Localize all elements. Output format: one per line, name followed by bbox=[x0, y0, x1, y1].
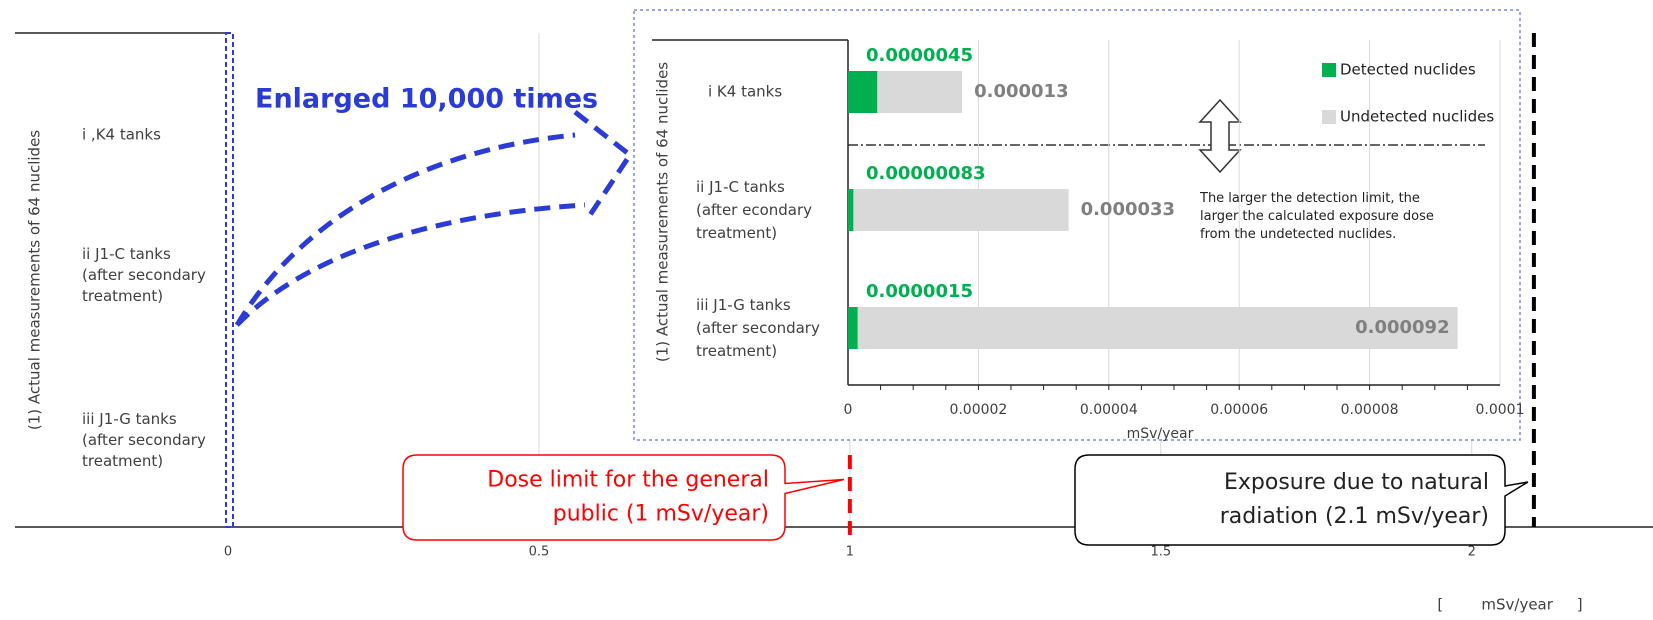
value-label: 0.000092 bbox=[1355, 317, 1450, 338]
category-label: ii J1-C tanks (after econdary treatment) bbox=[696, 178, 812, 242]
x-tick-label: 0 bbox=[224, 545, 232, 560]
x-tick-label: 0.5 bbox=[529, 545, 550, 560]
bar-segment bbox=[853, 189, 1069, 231]
x-tick-label: 1 bbox=[846, 545, 854, 560]
value-label: 0.00000083 bbox=[866, 163, 986, 184]
annotation: The larger the detection limit, the larg… bbox=[1199, 191, 1438, 242]
enlarge-arrow bbox=[234, 110, 634, 327]
x-tick-label: 0.00006 bbox=[1210, 402, 1268, 418]
bar-segment bbox=[848, 189, 854, 231]
double-arrow bbox=[1198, 98, 1242, 174]
value-label: 0.0000045 bbox=[866, 45, 973, 66]
category-label: i K4 tanks bbox=[708, 83, 782, 101]
callout bbox=[402, 454, 845, 541]
x-tick-label: 0.00008 bbox=[1341, 402, 1399, 418]
value-label: 0.000013 bbox=[974, 81, 1069, 102]
bar-segment bbox=[848, 71, 878, 113]
x-tick-label: 0 bbox=[844, 402, 853, 418]
annotation: Enlarged 10,000 times bbox=[255, 84, 598, 115]
enlarge-region bbox=[225, 32, 234, 528]
y-axis-label: (1) Actual measurements of 64 nuclides bbox=[654, 62, 672, 362]
bar-segment bbox=[848, 307, 858, 349]
x-tick-label: 0.00004 bbox=[1080, 402, 1138, 418]
x-tick-label: 2 bbox=[1468, 545, 1476, 560]
value-label: 0.000033 bbox=[1081, 199, 1176, 220]
bar-segment bbox=[877, 71, 963, 113]
x-axis-label: mSv/year bbox=[1127, 426, 1194, 442]
callout bbox=[1074, 454, 1529, 546]
category-label: ii J1-C tanks (after secondary treatment) bbox=[82, 245, 206, 305]
legend-swatch bbox=[1322, 63, 1336, 77]
category-label: iii J1-G tanks (after secondary treatment) bbox=[696, 296, 820, 360]
callout-label: Exposure due to natural radiation (2.1 mS… bbox=[1220, 470, 1489, 529]
x-tick-label: 1.5 bbox=[1150, 545, 1171, 560]
bar-segment bbox=[857, 307, 1458, 349]
x-tick-label: 0.00002 bbox=[949, 402, 1007, 418]
x-tick-label: 0.0001 bbox=[1476, 402, 1525, 418]
legend-swatch bbox=[1322, 110, 1336, 124]
value-label: 0.0000015 bbox=[866, 281, 973, 302]
inset-frame bbox=[633, 9, 1521, 441]
category-label: iii J1-G tanks (after secondary treatment) bbox=[82, 410, 206, 470]
legend-label: Detected nuclides bbox=[1340, 61, 1476, 79]
legend-label: Undetected nuclides bbox=[1340, 108, 1494, 126]
x-axis-label: [ mSv/year ] bbox=[1437, 596, 1582, 614]
callout-label: Dose limit for the general public (1 mSv/… bbox=[487, 468, 769, 527]
y-axis-label: (1) Actual measurements of 64 nuclides bbox=[26, 130, 44, 430]
category-label: i ,K4 tanks bbox=[82, 126, 161, 144]
